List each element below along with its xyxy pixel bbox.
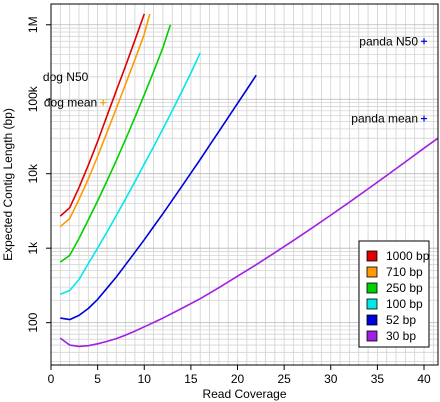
y-tick-label: 1k bbox=[26, 241, 40, 255]
legend-label: 52 bp bbox=[386, 313, 416, 327]
legend-label: 250 bp bbox=[386, 281, 423, 295]
legend-label: 1000 bp bbox=[386, 249, 430, 263]
x-tick-label: 40 bbox=[417, 372, 431, 386]
annotation-label: dog N50 bbox=[43, 70, 89, 84]
y-tick-label: 10k bbox=[26, 163, 40, 183]
legend: 1000 bp 710 bp 250 bp 100 bp 52 bp 30 bp bbox=[358, 240, 430, 348]
legend-swatch bbox=[366, 330, 378, 342]
y-tick-label: 100 bbox=[26, 312, 40, 332]
y-tick-label: 1M bbox=[26, 16, 40, 33]
legend-swatch bbox=[366, 314, 378, 326]
annotation-label: panda mean bbox=[351, 112, 418, 126]
legend-swatch bbox=[366, 250, 378, 262]
series-line-1000-bp bbox=[59, 13, 146, 217]
annotation-label: dog mean bbox=[44, 96, 97, 110]
y-axis-title: Expected Contig Length (bp) bbox=[1, 108, 15, 261]
series-line-710-bp bbox=[59, 13, 151, 228]
annotation-label: panda N50 bbox=[359, 34, 418, 48]
legend-label: 710 bp bbox=[386, 265, 423, 279]
x-tick-label: 0 bbox=[48, 372, 55, 386]
series-line-30-bp bbox=[59, 137, 438, 348]
annotations: dog N50 dog mean panda N50 panda mean bbox=[43, 34, 428, 126]
legend-swatch bbox=[366, 298, 378, 310]
x-tick-label: 15 bbox=[184, 372, 198, 386]
x-tick-label: 25 bbox=[277, 372, 291, 386]
x-axis-title: Read Coverage bbox=[202, 387, 286, 401]
series-line-100-bp bbox=[60, 52, 201, 296]
series-line-52-bp bbox=[60, 74, 257, 321]
x-tick-label: 10 bbox=[138, 372, 152, 386]
legend-label: 100 bp bbox=[386, 297, 423, 311]
x-tick-label: 20 bbox=[231, 372, 245, 386]
series-group bbox=[59, 13, 438, 348]
legend-swatch bbox=[366, 282, 378, 294]
x-tick-label: 35 bbox=[371, 372, 385, 386]
y-axis: 100 1k 10k 100k 1M bbox=[26, 16, 51, 333]
y-tick-label: 100k bbox=[26, 85, 40, 112]
legend-swatch bbox=[366, 266, 378, 278]
legend-label: 30 bp bbox=[386, 329, 416, 343]
x-axis: 0 5 10 15 20 25 30 35 40 bbox=[48, 365, 431, 386]
plot-frame bbox=[50, 3, 439, 366]
x-tick-label: 30 bbox=[324, 372, 338, 386]
series-line-250-bp bbox=[59, 24, 172, 263]
x-tick-label: 5 bbox=[94, 372, 101, 386]
